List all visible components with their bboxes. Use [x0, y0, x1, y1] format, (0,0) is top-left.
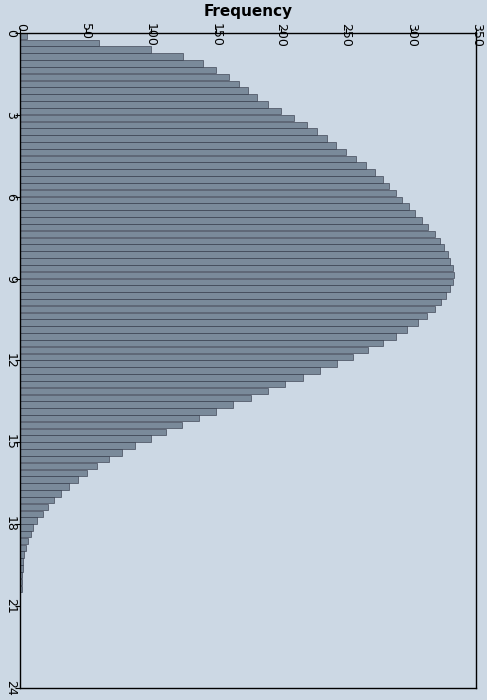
- Bar: [20, 579, 22, 585]
- Bar: [20, 155, 356, 162]
- Bar: [20, 108, 281, 114]
- Bar: [20, 251, 448, 258]
- Bar: [20, 204, 409, 210]
- Bar: [20, 415, 199, 421]
- Bar: [20, 197, 402, 203]
- Bar: [20, 319, 418, 326]
- Bar: [20, 231, 434, 237]
- Bar: [20, 422, 182, 428]
- Bar: [20, 162, 366, 169]
- Bar: [20, 538, 28, 545]
- Bar: [20, 67, 216, 74]
- Bar: [20, 572, 22, 578]
- Bar: [20, 531, 31, 538]
- Bar: [20, 46, 150, 53]
- Bar: [20, 470, 87, 476]
- Bar: [20, 74, 229, 80]
- Bar: [20, 258, 450, 265]
- Bar: [20, 115, 294, 121]
- Bar: [20, 490, 61, 496]
- Bar: [20, 442, 135, 449]
- Bar: [20, 388, 268, 394]
- Bar: [20, 449, 122, 456]
- Bar: [20, 88, 248, 94]
- Bar: [20, 244, 444, 251]
- Bar: [20, 286, 450, 292]
- Bar: [20, 210, 415, 217]
- Bar: [20, 552, 24, 558]
- Bar: [20, 169, 375, 176]
- Bar: [20, 524, 34, 531]
- Bar: [20, 326, 407, 332]
- Bar: [20, 272, 454, 278]
- Bar: [20, 53, 183, 60]
- Bar: [20, 60, 203, 66]
- Bar: [20, 497, 54, 503]
- Bar: [20, 586, 22, 592]
- Bar: [20, 292, 447, 299]
- Bar: [20, 381, 285, 387]
- Bar: [20, 559, 23, 565]
- Bar: [20, 101, 268, 108]
- Bar: [20, 456, 109, 463]
- Bar: [20, 565, 23, 572]
- Bar: [20, 408, 216, 414]
- X-axis label: Frequency: Frequency: [204, 4, 293, 19]
- Bar: [20, 224, 428, 230]
- Bar: [20, 360, 337, 367]
- Bar: [20, 333, 395, 340]
- Bar: [20, 128, 318, 135]
- Bar: [20, 142, 336, 148]
- Bar: [20, 517, 37, 524]
- Bar: [20, 217, 422, 223]
- Bar: [20, 299, 441, 305]
- Bar: [20, 135, 326, 141]
- Bar: [20, 435, 150, 442]
- Bar: [20, 428, 166, 435]
- Bar: [20, 395, 251, 401]
- Bar: [20, 183, 389, 190]
- Bar: [20, 149, 346, 155]
- Bar: [20, 374, 303, 381]
- Bar: [20, 368, 320, 374]
- Bar: [20, 463, 97, 469]
- Bar: [20, 401, 233, 408]
- Bar: [20, 190, 395, 196]
- Bar: [20, 313, 427, 319]
- Bar: [20, 306, 434, 312]
- Bar: [20, 237, 440, 244]
- Bar: [20, 477, 78, 483]
- Bar: [20, 510, 42, 517]
- Bar: [20, 122, 307, 128]
- Bar: [20, 94, 258, 101]
- Bar: [20, 80, 239, 87]
- Bar: [20, 483, 69, 490]
- Bar: [20, 265, 453, 272]
- Bar: [20, 279, 453, 285]
- Bar: [20, 340, 383, 346]
- Bar: [20, 504, 48, 510]
- Bar: [20, 176, 383, 183]
- Bar: [20, 33, 27, 39]
- Bar: [20, 346, 368, 354]
- Bar: [20, 40, 98, 46]
- Bar: [20, 354, 353, 360]
- Bar: [20, 545, 26, 551]
